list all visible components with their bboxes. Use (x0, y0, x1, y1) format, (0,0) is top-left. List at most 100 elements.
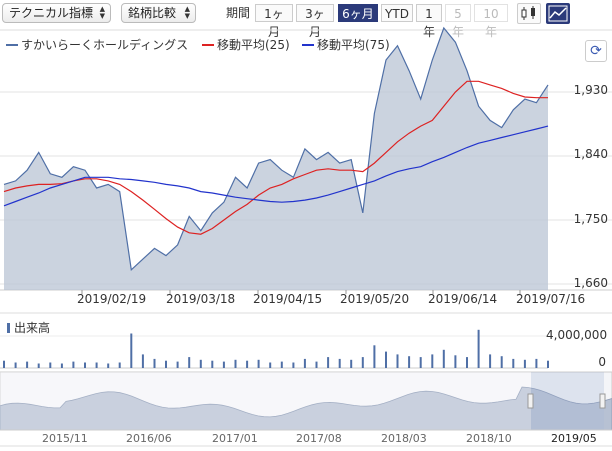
volume-bar (95, 362, 98, 368)
refresh-icon: ⟳ (590, 43, 602, 59)
volume-bar (547, 360, 549, 368)
select-arrows-icon: ▲ ▼ (184, 5, 190, 20)
volume-bar (466, 357, 468, 368)
period-6m-button[interactable]: 6ヶ月 (338, 4, 378, 22)
volume-bar (431, 354, 434, 368)
volume-bar (257, 359, 260, 368)
volume-bar (385, 351, 387, 368)
volume-bar (14, 362, 17, 368)
volume-bar (512, 358, 515, 368)
volume-bar (130, 333, 133, 368)
volume-bar (408, 356, 411, 368)
volume-bar (72, 361, 75, 368)
volume-bar (118, 362, 121, 368)
legend-swatch (6, 44, 18, 46)
compare-select-label: 銘柄比較 (128, 6, 177, 20)
legend-label: 移動平均(75) (317, 38, 390, 52)
period-1m-button[interactable]: 1ヶ月 (255, 4, 293, 39)
volume-bar (165, 360, 167, 368)
volume-bar (188, 357, 191, 368)
volume-bar (327, 357, 330, 368)
select-arrows-icon: ▲ ▼ (99, 5, 105, 20)
y-tick-label: 1,840 (573, 147, 608, 161)
x-tick-label: 2019/05/20 (340, 292, 410, 306)
volume-title: 出来高 (7, 319, 50, 336)
volume-bar (269, 362, 272, 368)
volume-bar (3, 360, 5, 368)
period-1y-button[interactable]: 1年 (416, 4, 442, 39)
volume-bar (153, 358, 156, 368)
x-tick-label: 2019/07/16 (516, 292, 586, 306)
volume-bar (84, 362, 86, 368)
navigator-right-handle[interactable] (599, 393, 606, 409)
volume-bar (141, 354, 144, 368)
price-area (4, 28, 548, 290)
volume-bar (37, 363, 40, 368)
volume-bar (535, 358, 538, 368)
volume-bar (350, 359, 353, 368)
legend-label: 移動平均(25) (217, 38, 290, 52)
period-label: 期間 (226, 6, 251, 20)
volume-bar (454, 355, 457, 368)
navigator-selection (531, 372, 604, 430)
legend-item-price: すかいらーくホールディングス (6, 38, 188, 52)
volume-bar (107, 363, 110, 368)
period-10y-button[interactable]: 10年 (474, 4, 508, 39)
ma75-line (3, 125, 549, 207)
period-5y-button[interactable]: 5年 (445, 4, 471, 39)
volume-bar (176, 361, 179, 368)
volume-tick-label: 0 (598, 355, 606, 369)
navigator-label: 2019/05 (551, 432, 597, 445)
legend-label: すかいらーくホールディングス (21, 38, 189, 52)
volume-bar (199, 359, 202, 368)
volume-bar (419, 357, 422, 368)
volume-swatch (7, 322, 10, 333)
volume-bar (361, 357, 364, 368)
navigator-label: 2018/10 (466, 432, 512, 445)
volume-bar (373, 345, 376, 368)
volume-bar (280, 361, 283, 368)
y-tick-label: 1,930 (573, 83, 608, 97)
y-tick-label: 1,750 (573, 212, 608, 226)
volume-bar (442, 349, 445, 368)
volume-bar (303, 358, 306, 368)
ma25-line (3, 80, 548, 235)
navigator-label: 2015/11 (42, 432, 88, 445)
navigator-left-handle[interactable] (527, 393, 534, 409)
y-tick-label: 1,660 (573, 276, 608, 290)
volume-tick-label: 4,000,000 (546, 328, 608, 342)
navigator-label: 2018/03 (381, 432, 427, 445)
refresh-button[interactable]: ⟳ (585, 40, 607, 62)
navigator-label: 2017/08 (296, 432, 342, 445)
navigator-area (0, 386, 612, 431)
volume-bar (49, 362, 52, 368)
price-line (3, 26, 549, 272)
chart-type-select-label: テクニカル指標 (9, 6, 94, 20)
volume-bar (315, 361, 318, 368)
period-ytd-button[interactable]: YTD (381, 4, 413, 22)
volume-bar (222, 361, 225, 368)
chart-type-select[interactable]: テクニカル指標 ▲ ▼ (2, 3, 111, 23)
navigator-label: 2017/01 (212, 432, 258, 445)
volume-bar (60, 363, 63, 368)
volume-bar (234, 359, 237, 368)
area-chart-button[interactable] (546, 3, 570, 24)
legend-item-ma75: 移動平均(75) (302, 38, 390, 52)
candlestick-chart-button[interactable] (517, 3, 541, 24)
period-3m-button[interactable]: 3ヶ月 (296, 4, 334, 39)
volume-bar (211, 360, 214, 368)
toolbar: テクニカル指標 ▲ ▼ 銘柄比較 ▲ ▼ 期間 1ヶ月 3ヶ月 6ヶ月 YTD 1年… (0, 0, 612, 39)
navigator-label: 2016/06 (126, 432, 172, 445)
area-chart-icon (548, 5, 568, 22)
legend-item-ma25: 移動平均(25) (202, 38, 290, 52)
volume-bar (396, 354, 399, 368)
x-tick-label: 2019/03/18 (166, 292, 236, 306)
legend-swatch (302, 44, 314, 46)
volume-title-label: 出来高 (14, 321, 51, 335)
volume-bar (292, 362, 295, 368)
compare-select[interactable]: 銘柄比較 ▲ ▼ (121, 3, 196, 23)
volume-bar (338, 358, 341, 368)
volume-bar (523, 359, 526, 368)
legend-swatch (202, 44, 214, 46)
